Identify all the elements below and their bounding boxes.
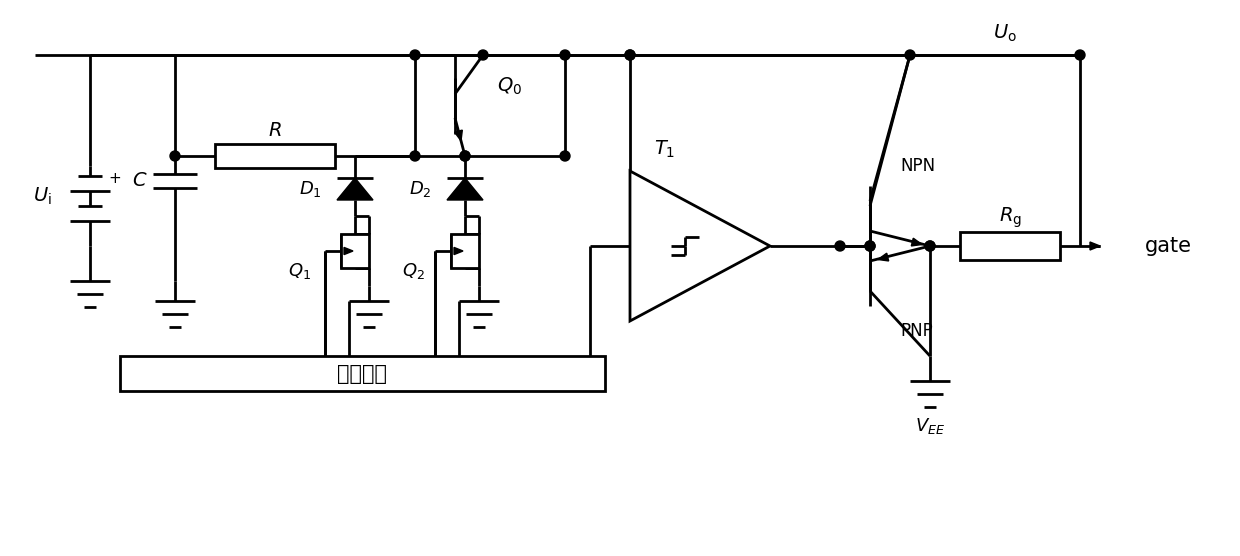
Circle shape [560, 151, 570, 161]
Text: $C$: $C$ [133, 172, 148, 190]
Text: NPN: NPN [900, 157, 935, 175]
Circle shape [410, 151, 420, 161]
Polygon shape [446, 178, 484, 200]
Text: $R_\mathrm{g}$: $R_\mathrm{g}$ [998, 206, 1022, 230]
Circle shape [460, 151, 470, 161]
Text: $D_2$: $D_2$ [409, 179, 432, 199]
Bar [960, 232, 1060, 260]
Circle shape [170, 151, 180, 161]
Text: +: + [108, 171, 120, 186]
Circle shape [835, 241, 844, 251]
Polygon shape [337, 178, 373, 200]
Circle shape [866, 241, 875, 251]
Text: $Q_0$: $Q_0$ [497, 76, 522, 97]
Bar [451, 234, 479, 268]
Circle shape [905, 50, 915, 60]
Text: $D_1$: $D_1$ [299, 179, 321, 199]
Text: $R$: $R$ [268, 122, 281, 140]
Circle shape [625, 50, 635, 60]
Text: $T_1$: $T_1$ [655, 138, 676, 160]
Circle shape [925, 241, 935, 251]
Polygon shape [343, 247, 353, 255]
Text: $U_\mathrm{o}$: $U_\mathrm{o}$ [993, 22, 1017, 44]
Text: $U_\mathrm{i}$: $U_\mathrm{i}$ [32, 185, 51, 207]
Polygon shape [1090, 242, 1100, 250]
Polygon shape [455, 130, 463, 141]
Polygon shape [878, 253, 889, 261]
Text: $Q_2$: $Q_2$ [402, 261, 424, 281]
Circle shape [625, 50, 635, 60]
Bar [341, 234, 370, 268]
Circle shape [477, 50, 489, 60]
Text: $V_{EE}$: $V_{EE}$ [915, 416, 945, 436]
Text: gate: gate [1145, 236, 1192, 256]
Circle shape [866, 241, 875, 251]
Text: $Q_1$: $Q_1$ [289, 261, 311, 281]
Bar [215, 144, 335, 168]
Circle shape [1075, 50, 1085, 60]
Circle shape [460, 151, 470, 161]
Text: 主控单元: 主控单元 [337, 364, 387, 384]
Bar [120, 356, 605, 391]
Circle shape [925, 241, 935, 251]
Text: PNP: PNP [900, 322, 932, 340]
Circle shape [560, 50, 570, 60]
Polygon shape [911, 238, 923, 246]
Polygon shape [454, 247, 463, 255]
Circle shape [410, 50, 420, 60]
